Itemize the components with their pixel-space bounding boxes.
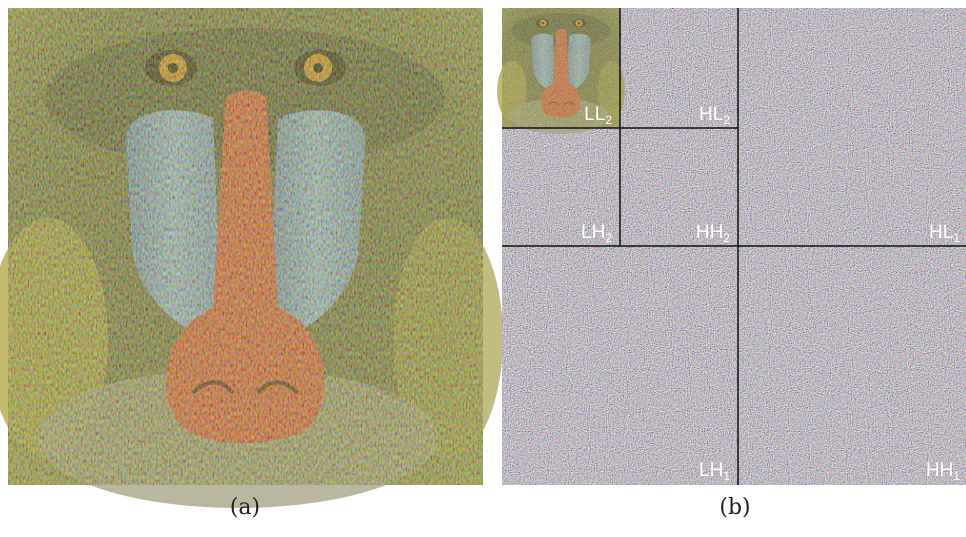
subband-index: 2 (723, 231, 730, 245)
caption: (b) (719, 495, 750, 520)
subband-label: HL1 (929, 222, 960, 245)
subband-index: 1 (723, 469, 730, 483)
subband-name: LL (584, 104, 605, 125)
subband-label: HL2 (699, 104, 730, 127)
subband-name: HL (929, 222, 953, 243)
caption: (a) (230, 495, 260, 520)
subband-name: HL (699, 104, 723, 125)
subband-name: LH (581, 222, 605, 243)
subband-index: 2 (605, 113, 612, 127)
subband-label: LL2 (584, 104, 612, 127)
subband-name: HH (926, 460, 953, 481)
subband-index: 1 (953, 469, 960, 483)
subband-noise (620, 128, 738, 246)
subband-label: HH1 (926, 460, 960, 483)
subband-index: 1 (953, 231, 960, 245)
subband-label: LH2 (581, 222, 612, 245)
subband-grid (502, 8, 966, 485)
subband-index: 2 (723, 113, 730, 127)
original-image (0, 8, 503, 508)
subband-name: LH (699, 460, 723, 481)
subband-name: HH (696, 222, 723, 243)
subband-label: HH2 (696, 222, 730, 245)
subband-index: 2 (605, 231, 612, 245)
subband-label: LH1 (699, 460, 730, 483)
